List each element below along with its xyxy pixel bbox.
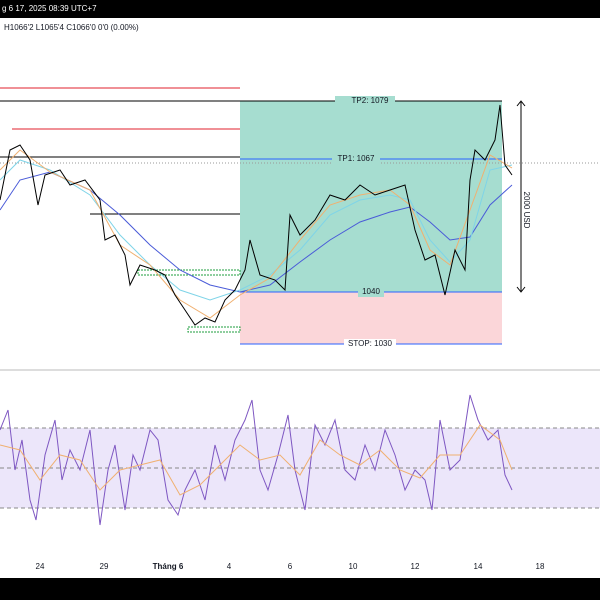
rsi-line	[0, 394, 513, 526]
range-label: 2000 USD	[522, 192, 531, 229]
label-bg	[332, 154, 380, 164]
x-tick-label: 24	[36, 562, 45, 571]
ohlc: H1066'2 L1065'4 C1066'0 0'0 (0.00%)	[4, 23, 139, 32]
tp1-label: TP1: 1067	[338, 154, 375, 163]
zone	[187, 326, 241, 333]
x-tick-label: 10	[349, 562, 358, 571]
tp2-label: TP2: 1079	[352, 96, 389, 105]
rsi-band	[0, 428, 600, 508]
x-tick-label: 4	[227, 562, 232, 571]
entry-label: 1040	[362, 287, 380, 296]
x-tick-label: Tháng 6	[153, 562, 184, 571]
profit-zone	[240, 101, 502, 292]
x-tick-label: 29	[100, 562, 109, 571]
label-bg	[335, 96, 395, 106]
x-tick-label: 6	[288, 562, 293, 571]
x-tick-label: 12	[411, 562, 420, 571]
x-axis: 24 29 Tháng 6 4 6 10 12 14 18	[36, 562, 545, 571]
stop-label: STOP: 1030	[348, 339, 392, 348]
label-bg	[358, 287, 384, 297]
ma-line	[0, 149, 513, 319]
x-tick-label: 18	[536, 562, 545, 571]
label-bg	[344, 339, 396, 349]
arrow-heads	[516, 100, 526, 293]
loss-zone	[240, 292, 502, 344]
ma-line	[0, 159, 513, 301]
x-tick-label: 14	[474, 562, 483, 571]
rsi-ma	[0, 424, 513, 496]
datetime: g 6 17, 2025 08:39 UTC+7	[2, 4, 97, 13]
bottom-bar	[0, 578, 600, 600]
top-bar	[0, 0, 600, 18]
price-series	[0, 104, 513, 326]
